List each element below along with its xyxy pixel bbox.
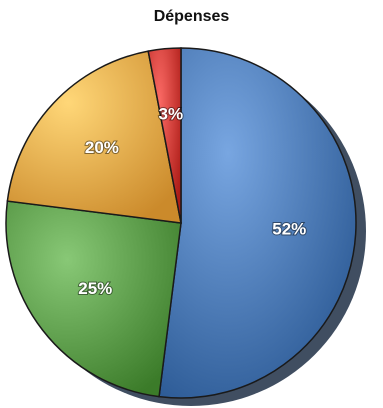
pie-slice-0: [158, 47, 357, 399]
slice-label-2: 20%: [85, 138, 119, 157]
pie-slice-3: [147, 47, 182, 224]
slice-label-0: 52%: [272, 219, 306, 238]
slice-label-1: 25%: [78, 279, 112, 298]
chart-title: Dépenses: [153, 8, 230, 25]
pie-slice-1: [5, 200, 182, 398]
slice-label-3: 3%: [159, 104, 184, 123]
pie-slice-2: [6, 50, 182, 224]
